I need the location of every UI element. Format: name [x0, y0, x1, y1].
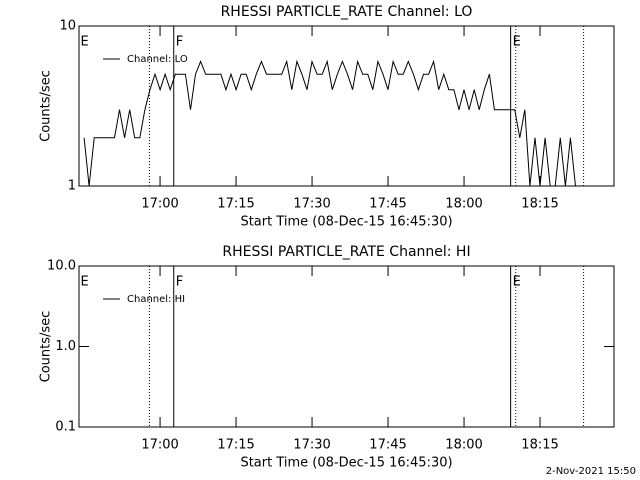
- x-tick-label: 17:45: [369, 438, 406, 453]
- flag-label: E: [81, 35, 89, 50]
- y-tick-label: 10: [59, 19, 76, 34]
- chart-title: RHESSI PARTICLE_RATE Channel: LO: [221, 4, 473, 20]
- legend-label: Channel: HI: [127, 294, 185, 305]
- x-tick-label: 17:15: [217, 197, 254, 212]
- x-tick-label: 17:15: [217, 438, 254, 453]
- flag-label: F: [176, 275, 183, 290]
- footer: 2-Nov-2021 15:50: [546, 466, 636, 477]
- x-tick-label: 18:15: [521, 438, 558, 453]
- x-tick-label: 17:00: [141, 438, 178, 453]
- y-axis-label: Counts/sec: [39, 70, 54, 142]
- flag-label: F: [176, 35, 183, 50]
- y-tick-label: 10.0: [47, 259, 76, 274]
- y-tick-label: 0.1: [55, 420, 76, 435]
- plot-frame: [78, 25, 615, 187]
- x-tick-label: 17:30: [293, 197, 330, 212]
- x-tick-label: 17:00: [141, 197, 178, 212]
- x-axis-label: Start Time (08-Dec-15 16:45:30): [240, 456, 452, 471]
- flag-label: E: [513, 35, 521, 50]
- y-tick-label: 1.0: [55, 339, 76, 354]
- x-tick-label: 18:00: [445, 438, 482, 453]
- x-tick-label: 18:15: [521, 197, 558, 212]
- flag-label: E: [513, 275, 521, 290]
- legend-label: Channel: LO: [127, 54, 188, 65]
- x-tick-label: 17:45: [369, 197, 406, 212]
- chart-title: RHESSI PARTICLE_RATE Channel: HI: [222, 244, 470, 260]
- y-axis-label: Counts/sec: [39, 311, 54, 383]
- x-tick-label: 17:30: [293, 438, 330, 453]
- x-axis-label: Start Time (08-Dec-15 16:45:30): [240, 215, 452, 230]
- flag-label: E: [81, 275, 89, 290]
- y-tick-label: 1: [68, 179, 76, 194]
- data-line: [83, 59, 576, 187]
- x-tick-label: 18:00: [445, 197, 482, 212]
